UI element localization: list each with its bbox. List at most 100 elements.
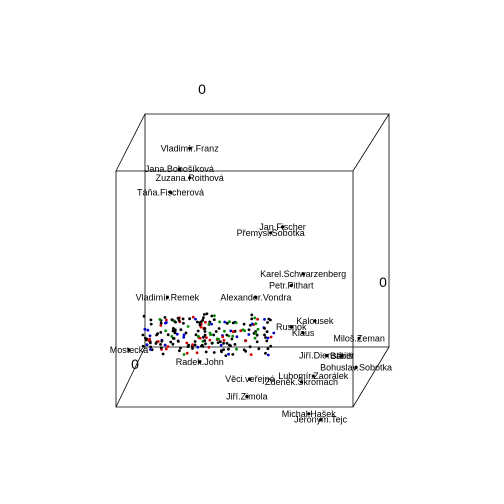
cluster-point	[250, 313, 254, 317]
data-point	[280, 225, 285, 229]
cluster-point	[209, 333, 213, 337]
point-label: Zdeněk.Škromach	[265, 377, 338, 387]
cluster-point	[225, 321, 229, 325]
cluster-point	[163, 343, 167, 347]
data-point	[339, 354, 343, 358]
box-edge-bl	[115, 346, 146, 408]
box-edge-tl	[115, 113, 146, 172]
cluster-point	[196, 345, 200, 349]
data-point	[307, 412, 311, 416]
cluster-point	[231, 321, 235, 325]
cluster-point	[176, 339, 180, 343]
cluster-point	[230, 337, 234, 341]
cluster-point	[148, 334, 152, 338]
point-label: Jana.Bobošíková	[145, 164, 214, 174]
point-label: Petr.Pithart	[269, 281, 314, 291]
cluster-point	[239, 329, 243, 333]
point-label: Vladimír.Remek	[136, 292, 200, 302]
cluster-point	[179, 346, 182, 350]
cluster-point	[146, 328, 150, 332]
cluster-point	[219, 340, 222, 344]
cluster-point	[181, 317, 185, 321]
cluster-point	[247, 328, 251, 332]
cluster-point	[243, 329, 247, 333]
data-point	[198, 360, 202, 364]
cluster-point	[142, 314, 146, 318]
data-point	[254, 295, 258, 299]
cluster-point	[227, 347, 230, 351]
cluster-point	[233, 343, 237, 346]
point-label: Kalousek	[296, 316, 334, 326]
cluster-point	[193, 343, 197, 347]
cluster-point	[269, 335, 273, 339]
cluster-point	[249, 353, 253, 356]
point-label: Mostecká	[110, 345, 149, 355]
cluster-point	[182, 333, 186, 337]
cluster-point	[159, 321, 163, 325]
cluster-point	[204, 320, 207, 324]
cluster-point	[263, 318, 266, 321]
cluster-point	[210, 322, 214, 326]
cluster-point	[141, 344, 145, 348]
cluster-point	[199, 320, 203, 324]
cluster-point	[250, 317, 254, 321]
cluster-point	[207, 322, 211, 326]
cluster-point	[196, 329, 200, 333]
cluster-point	[229, 329, 233, 333]
cluster-point	[255, 340, 259, 344]
cluster-point	[210, 314, 214, 318]
point-label: Radek.John	[176, 357, 224, 367]
data-point	[357, 336, 361, 340]
cluster-point	[191, 343, 195, 346]
cluster-point	[170, 335, 174, 338]
point-label: Jiří.Zimola	[226, 392, 268, 402]
data-point	[248, 377, 252, 381]
cluster-point	[219, 349, 223, 353]
cluster-point	[266, 347, 270, 351]
data-point	[188, 146, 192, 150]
cluster-point	[159, 343, 162, 346]
cluster-point	[145, 343, 149, 347]
point-label: Rusnok	[276, 322, 307, 332]
cluster-point	[143, 327, 147, 331]
data-point	[168, 190, 173, 194]
cluster-point	[222, 348, 226, 351]
cluster-point	[144, 336, 147, 340]
data-point	[127, 348, 131, 352]
cluster-point	[195, 351, 199, 355]
point-label: Jiří.Dienstbier	[299, 351, 354, 361]
point-label: Alexander.Vondra	[220, 292, 291, 302]
cluster-point	[161, 352, 165, 356]
cluster-point	[235, 335, 239, 339]
cluster-point	[208, 320, 212, 324]
box-edge-br	[352, 346, 390, 408]
cluster-point	[202, 313, 206, 316]
cluster-point	[263, 333, 266, 337]
data-point	[299, 380, 304, 384]
cluster-point	[202, 335, 205, 339]
cluster-point	[171, 329, 175, 333]
cluster-point	[212, 318, 216, 321]
cluster-point	[266, 321, 269, 324]
cluster-point	[141, 333, 145, 337]
cluster-point	[186, 345, 190, 348]
cluster-point	[171, 337, 175, 340]
cluster-point	[225, 341, 229, 345]
cluster-point	[182, 321, 185, 325]
point-label: Věci.veřejné	[225, 374, 275, 384]
cluster-point	[234, 321, 238, 325]
cluster-point	[231, 353, 235, 356]
cluster-point	[214, 330, 218, 333]
cluster-point	[223, 329, 226, 333]
data-point	[354, 365, 358, 369]
cluster-point	[149, 318, 153, 322]
cluster-point	[267, 317, 271, 321]
data-point	[319, 418, 323, 422]
cluster-point	[212, 351, 216, 354]
x-axis-tick-label: 0	[379, 274, 387, 290]
cluster-point	[250, 322, 254, 326]
cluster-point	[182, 353, 186, 356]
cluster-point	[216, 341, 220, 344]
cluster-point	[185, 351, 189, 355]
